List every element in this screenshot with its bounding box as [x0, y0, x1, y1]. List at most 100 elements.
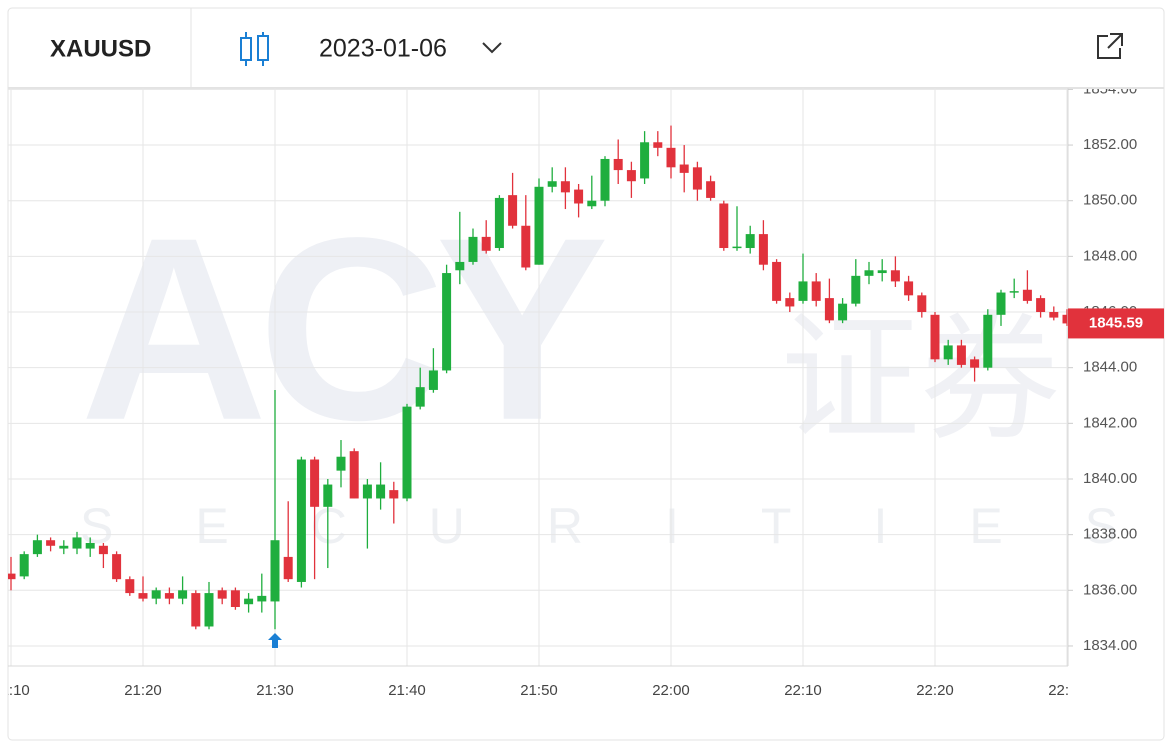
- last-price-badge: [1068, 308, 1164, 339]
- candle-body: [1009, 291, 1019, 293]
- candle-body: [112, 554, 122, 580]
- y-tick-label: 1848.00: [1083, 247, 1137, 264]
- candle-body: [547, 181, 557, 187]
- candle-body: [1049, 312, 1059, 318]
- candle-body: [283, 556, 293, 580]
- candle-body: [178, 590, 188, 599]
- candle-body: [917, 295, 927, 313]
- last-price-label: 1845.59: [1089, 314, 1143, 331]
- candle-body: [719, 203, 729, 249]
- candle-body: [46, 540, 56, 546]
- candle-body: [574, 189, 584, 204]
- x-tick-label: 21:20: [124, 682, 162, 699]
- candle-body: [296, 459, 306, 582]
- x-tick-label: 21:10: [0, 682, 30, 699]
- x-tick-label: 22:20: [916, 682, 954, 699]
- candle-body: [138, 593, 148, 599]
- candle-body: [85, 542, 95, 549]
- candle-body: [970, 359, 980, 368]
- candle-body: [851, 275, 861, 304]
- y-tick-label: 1850.00: [1083, 192, 1137, 209]
- date-selector[interactable]: 2023-01-06: [319, 35, 447, 63]
- candle-body: [349, 451, 359, 499]
- candle-body: [508, 195, 518, 226]
- candle-body: [679, 164, 689, 173]
- signal-arrow: [268, 633, 282, 648]
- candle-body: [745, 234, 755, 249]
- candle-body: [442, 273, 452, 371]
- candle-body: [1062, 314, 1068, 324]
- candle-body: [481, 236, 491, 251]
- candle-body: [666, 147, 676, 168]
- candle-body: [877, 270, 887, 274]
- y-tick-label: 1836.00: [1083, 581, 1137, 598]
- candle-body: [1022, 289, 1032, 301]
- popout-icon[interactable]: [1097, 33, 1123, 59]
- candle-body: [838, 303, 848, 321]
- candle-body: [428, 370, 438, 390]
- candle-body: [613, 158, 623, 171]
- candle-body: [468, 236, 478, 262]
- candle-body: [560, 181, 570, 193]
- candle-body: [996, 292, 1006, 315]
- candle-body: [521, 225, 531, 268]
- candle-body: [244, 598, 254, 605]
- y-tick-label: 1852.00: [1083, 136, 1137, 153]
- candle-body: [798, 281, 808, 301]
- candle-body: [415, 387, 425, 407]
- candle-body: [494, 197, 504, 249]
- candle-body: [323, 484, 333, 507]
- candle-body: [336, 456, 346, 471]
- candle-body: [864, 270, 874, 276]
- x-tick-label: 21:30: [256, 682, 294, 699]
- candle-body: [191, 593, 201, 627]
- candle-body: [640, 142, 650, 179]
- candle-body: [626, 170, 636, 182]
- x-tick-label: 22:10: [784, 682, 822, 699]
- candle-body: [32, 540, 42, 555]
- candle-body: [164, 593, 174, 599]
- symbol[interactable]: XAUUSD: [50, 35, 151, 62]
- candle-body: [983, 314, 993, 368]
- candle-body: [376, 484, 386, 499]
- candle-body: [758, 234, 768, 265]
- candle-body: [732, 246, 742, 249]
- candle-body: [59, 545, 69, 549]
- candle-body: [706, 181, 716, 198]
- candle-body: [692, 167, 702, 190]
- candle-body: [270, 540, 280, 602]
- candle-body: [217, 590, 227, 599]
- candle-body: [125, 579, 135, 594]
- candle-body: [402, 406, 412, 499]
- watermark-local: 证券: [780, 300, 1060, 457]
- candle-body: [772, 261, 782, 301]
- candle-body: [362, 484, 372, 499]
- y-tick-label: 1838.00: [1083, 526, 1137, 543]
- candle-body: [257, 595, 267, 602]
- x-tick-label: 21:40: [388, 682, 426, 699]
- candle-body: [455, 261, 465, 271]
- candle-body: [310, 459, 320, 507]
- y-tick-label: 1842.00: [1083, 414, 1137, 431]
- candle-body: [653, 142, 663, 148]
- candle-body: [389, 490, 399, 499]
- candle-body: [811, 281, 821, 301]
- y-tick-label: 1834.00: [1083, 637, 1137, 654]
- candle-body: [230, 590, 240, 608]
- candle-body: [824, 298, 834, 321]
- x-tick-label: 22:30: [1048, 682, 1086, 699]
- candle-body: [19, 554, 29, 577]
- candle-body: [72, 537, 82, 549]
- candle-body: [98, 545, 108, 555]
- candle-body: [600, 158, 610, 201]
- candle-body: [930, 314, 940, 360]
- candle-body: [587, 200, 597, 207]
- watermark-sub: SECURITIES: [80, 498, 1172, 554]
- candle-body: [8, 573, 16, 580]
- x-tick-label: 22:00: [652, 682, 690, 699]
- candle-body: [956, 345, 966, 365]
- chart-type-icon[interactable]: [240, 32, 269, 66]
- candle-body: [890, 270, 900, 282]
- date-dropdown[interactable]: [482, 42, 502, 54]
